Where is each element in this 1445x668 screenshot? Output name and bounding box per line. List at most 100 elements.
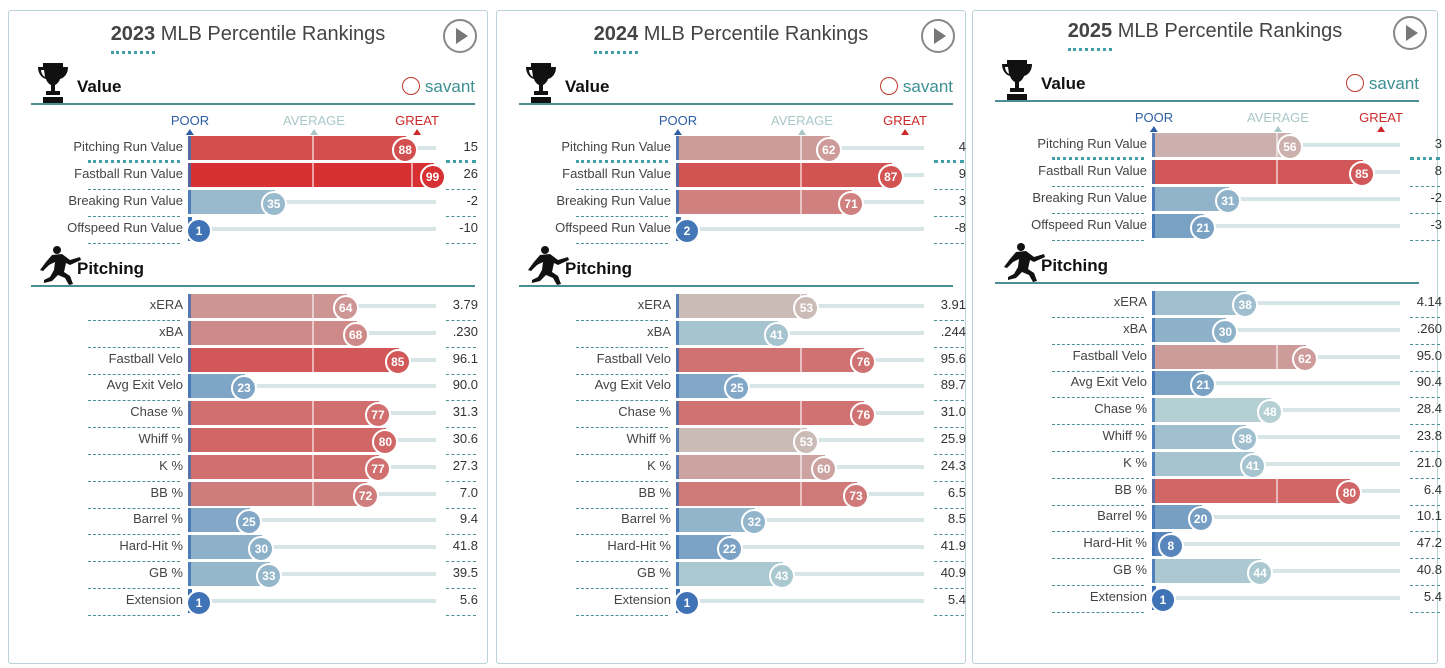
savant-logo[interactable]: savant xyxy=(401,77,475,97)
metric-value: 24.3 xyxy=(940,457,966,473)
percentile-circle[interactable]: 21 xyxy=(1190,372,1217,399)
percentile-circle[interactable]: 53 xyxy=(793,429,820,455)
percentile-circle[interactable]: 53 xyxy=(793,295,820,321)
percentile-circle[interactable]: 88 xyxy=(392,137,419,163)
value-divider xyxy=(1410,186,1440,187)
row-divider xyxy=(1052,451,1144,452)
value-divider xyxy=(446,160,476,163)
percentile-circle[interactable]: 64 xyxy=(332,295,359,321)
percentile-circle[interactable]: 1 xyxy=(674,589,700,616)
percentile-circle[interactable]: 71 xyxy=(838,191,865,217)
percentile-circle[interactable]: 73 xyxy=(843,482,870,509)
value-divider xyxy=(1410,213,1440,214)
percentile-circle[interactable]: 44 xyxy=(1247,560,1274,586)
play-button[interactable] xyxy=(921,19,955,53)
percentile-circle[interactable]: 60 xyxy=(810,455,837,482)
percentile-circle[interactable]: 85 xyxy=(384,348,411,375)
percentile-circle[interactable]: 20 xyxy=(1187,506,1214,533)
percentile-circle[interactable]: 22 xyxy=(716,536,743,563)
pitching-row: xBA 68 .230 xyxy=(20,320,478,348)
metric-value: 8 xyxy=(1434,163,1442,178)
pitching-row: Whiff % 53 25.9 xyxy=(508,428,966,455)
percentile-circle[interactable]: 56 xyxy=(1276,134,1303,160)
metric-value: 26 xyxy=(463,166,478,181)
value-divider xyxy=(446,480,476,482)
percentile-circle[interactable]: 76 xyxy=(850,348,877,375)
percentile-circle[interactable]: 32 xyxy=(741,509,768,536)
percentile-bar xyxy=(188,454,379,479)
value-divider xyxy=(934,561,964,563)
percentile-circle[interactable]: 38 xyxy=(1232,426,1259,452)
percentile-circle[interactable]: 25 xyxy=(236,509,262,536)
value-divider xyxy=(446,427,476,429)
metric-name: xBA xyxy=(159,323,183,339)
axis-line xyxy=(1152,398,1155,423)
percentile-track xyxy=(676,518,924,523)
percentile-circle[interactable]: 43 xyxy=(768,563,795,589)
metric-value: 27.3 xyxy=(452,457,478,473)
value-divider xyxy=(1410,477,1440,479)
percentile-circle[interactable]: 41 xyxy=(763,321,790,348)
percentile-circle[interactable]: 1 xyxy=(1150,586,1176,613)
percentile-circle[interactable]: 31 xyxy=(1214,188,1241,214)
percentile-circle[interactable]: 87 xyxy=(877,164,904,190)
pitching-row: K % 60 24.3 xyxy=(508,454,966,482)
grid-line xyxy=(800,190,802,214)
pitching-row: GB % 33 39.5 xyxy=(20,562,478,589)
percentile-bar xyxy=(676,401,865,426)
percentile-circle[interactable]: 68 xyxy=(342,321,369,348)
savant-logo[interactable]: savant xyxy=(879,77,953,97)
value-divider xyxy=(446,189,476,190)
percentile-circle[interactable]: 80 xyxy=(1336,479,1363,506)
percentile-circle[interactable]: 99 xyxy=(419,164,446,190)
percentile-circle[interactable]: 62 xyxy=(1291,345,1318,372)
percentile-circle[interactable]: 72 xyxy=(352,482,379,509)
value-row: Breaking Run Value 71 3 xyxy=(508,190,966,217)
percentile-circle[interactable]: 2 xyxy=(674,218,700,244)
percentile-circle[interactable]: 30 xyxy=(248,536,275,563)
percentile-circle[interactable]: 41 xyxy=(1239,452,1266,479)
value-row: Breaking Run Value 31 -2 xyxy=(984,187,1442,214)
percentile-circle[interactable]: 1 xyxy=(186,589,212,616)
metric-value: 31.3 xyxy=(452,404,478,420)
percentile-circle[interactable]: 77 xyxy=(364,455,391,482)
percentile-bar xyxy=(188,401,379,426)
grid-line xyxy=(312,481,314,506)
percentile-circle[interactable]: 85 xyxy=(1348,161,1375,187)
play-button[interactable] xyxy=(443,19,477,53)
percentile-circle[interactable]: 80 xyxy=(372,429,399,455)
percentile-circle[interactable]: 33 xyxy=(255,563,282,589)
row-divider xyxy=(1052,424,1144,426)
percentile-track xyxy=(188,598,436,603)
percentile-circle[interactable]: 1 xyxy=(186,218,212,244)
metric-value: 6.5 xyxy=(947,484,966,500)
pitching-row: GB % 43 40.9 xyxy=(508,562,966,589)
play-button[interactable] xyxy=(1393,16,1427,50)
metric-value: 39.5 xyxy=(452,565,478,580)
savant-logo[interactable]: savant xyxy=(1345,74,1419,94)
percentile-circle[interactable]: 77 xyxy=(364,402,391,429)
value-divider xyxy=(446,373,476,375)
percentile-circle[interactable]: 48 xyxy=(1257,399,1284,426)
percentile-circle[interactable]: 21 xyxy=(1190,215,1217,241)
value-row: Breaking Run Value 35 -2 xyxy=(20,190,478,217)
percentile-circle[interactable]: 23 xyxy=(231,375,258,402)
value-divider xyxy=(1410,585,1440,586)
percentile-circle[interactable]: 25 xyxy=(724,375,750,402)
row-divider xyxy=(88,189,180,190)
percentile-bar xyxy=(676,454,825,479)
percentile-circle[interactable]: 30 xyxy=(1212,318,1239,345)
percentile-circle[interactable]: 35 xyxy=(260,191,287,217)
grid-line xyxy=(312,294,314,318)
row-divider xyxy=(576,427,668,429)
row-divider xyxy=(88,160,180,163)
section-value-label: Value xyxy=(77,77,122,96)
metric-value: 41.9 xyxy=(940,538,966,554)
row-divider xyxy=(1052,558,1144,560)
percentile-circle[interactable]: 76 xyxy=(850,402,877,429)
percentile-circle[interactable]: 38 xyxy=(1232,292,1259,318)
percentile-circle[interactable]: 62 xyxy=(815,137,842,163)
percentile-circle[interactable]: 8 xyxy=(1157,533,1184,560)
axis-line xyxy=(676,136,679,160)
savant-text: savant xyxy=(1368,74,1419,93)
